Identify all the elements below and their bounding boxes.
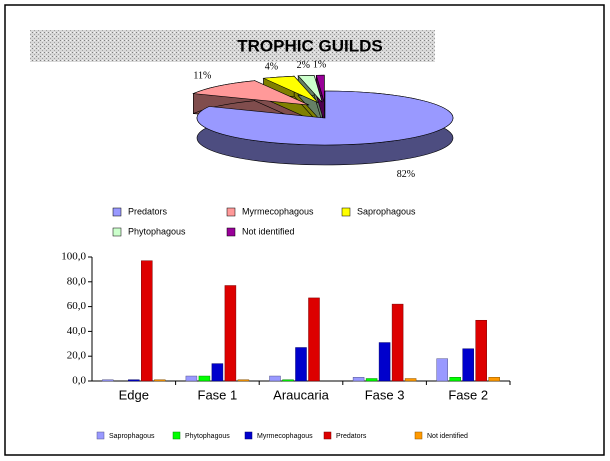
- bar: [462, 348, 474, 382]
- legend-label: Myrmecophagous: [257, 433, 313, 440]
- bar: [211, 363, 224, 382]
- bar: [378, 342, 391, 382]
- bar: [475, 319, 487, 382]
- bar: [128, 379, 140, 382]
- x-tick-label: Araucaria: [273, 387, 329, 402]
- y-tick-label: 0,0: [72, 375, 86, 387]
- legend-label: Phytophagous: [185, 433, 230, 440]
- bar: [365, 378, 378, 382]
- legend-swatch: [112, 227, 122, 237]
- x-tick-label: Edge: [119, 387, 149, 402]
- legend-label: Predators: [336, 433, 367, 440]
- y-tick-label: 20,0: [67, 350, 87, 362]
- legend-label: Saprophagous: [109, 433, 155, 440]
- legend-swatch: [226, 207, 236, 217]
- bar: [102, 379, 114, 382]
- bar: [391, 303, 404, 382]
- pie-label: 4%: [265, 61, 278, 72]
- legend-label: Myrmecophagous: [242, 206, 314, 216]
- bar: [237, 379, 250, 382]
- bar: [295, 347, 307, 382]
- bar: [269, 375, 281, 382]
- y-tick-label: 60,0: [67, 300, 87, 312]
- y-tick-label: 80,0: [67, 275, 87, 287]
- bar: [308, 297, 320, 382]
- pie-slice: [192, 80, 310, 106]
- legend-label: Not identified: [427, 433, 468, 440]
- bar: [185, 375, 198, 382]
- pie-label: 2%: [297, 60, 310, 71]
- pie-slice: [297, 75, 323, 103]
- legend-swatch: [244, 431, 253, 440]
- legend-label: Saprophagous: [357, 206, 416, 216]
- pie-slice: [315, 74, 325, 103]
- title-banner: [30, 30, 435, 62]
- legend-label: Not identified: [242, 226, 295, 236]
- bar: [224, 285, 237, 382]
- bar: [141, 260, 153, 382]
- bar: [198, 375, 211, 382]
- legend-swatch: [112, 207, 122, 217]
- legend-swatch: [323, 431, 332, 440]
- pie-slice: [262, 75, 319, 103]
- x-tick-label: Fase 1: [198, 387, 238, 402]
- bar: [449, 377, 461, 382]
- bar: [404, 378, 417, 382]
- y-tick-label: 40,0: [67, 325, 87, 337]
- bar: [154, 379, 166, 382]
- bar: [488, 377, 500, 382]
- legend-swatch: [226, 227, 236, 237]
- pie-label: 82%: [397, 169, 415, 180]
- bar: [436, 358, 448, 382]
- bar: [282, 379, 294, 382]
- legend-label: Predators: [128, 206, 168, 216]
- chart-title: TROPHIC GUILDS: [237, 36, 382, 55]
- y-tick-label: 100,0: [61, 251, 86, 263]
- legend-swatch: [172, 431, 181, 440]
- x-tick-label: Fase 2: [448, 387, 488, 402]
- legend-label: Phytophagous: [128, 226, 186, 236]
- legend-swatch: [341, 207, 351, 217]
- legend-swatch: [414, 431, 423, 440]
- bar: [352, 377, 365, 382]
- x-tick-label: Fase 3: [365, 387, 405, 402]
- pie-slice: [196, 90, 454, 146]
- pie-label: 1%: [313, 60, 326, 71]
- pie-label: 11%: [193, 70, 211, 81]
- legend-swatch: [96, 431, 105, 440]
